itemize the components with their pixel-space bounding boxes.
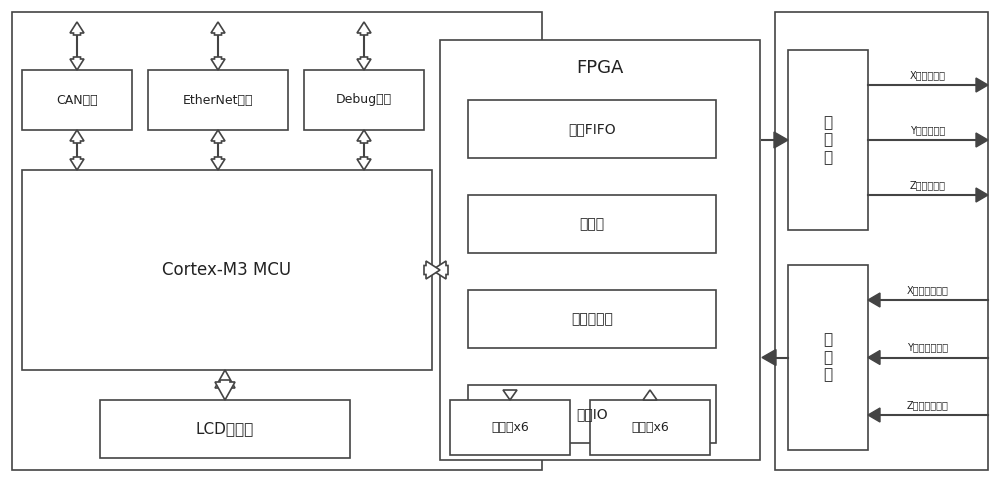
Text: 输出口x6: 输出口x6 <box>491 421 529 434</box>
Text: 编
码
器: 编 码 器 <box>823 333 833 383</box>
Polygon shape <box>357 130 371 143</box>
Polygon shape <box>215 370 235 390</box>
Polygon shape <box>868 408 880 422</box>
Polygon shape <box>211 22 225 35</box>
Bar <box>440 40 760 460</box>
Text: CAN接口: CAN接口 <box>56 94 98 106</box>
Bar <box>304 70 424 130</box>
Text: LCD触摸屏: LCD触摸屏 <box>196 422 254 437</box>
Text: 轴模块: 轴模块 <box>579 217 605 231</box>
Text: EtherNet接口: EtherNet接口 <box>183 94 253 106</box>
Bar <box>468 290 716 348</box>
Bar <box>12 12 542 470</box>
Bar <box>775 12 988 470</box>
Bar <box>22 170 432 370</box>
Text: 输入口x6: 输入口x6 <box>631 421 669 434</box>
Text: X轴编码器接口: X轴编码器接口 <box>907 285 949 295</box>
Bar <box>450 400 570 455</box>
Text: 数字IO: 数字IO <box>576 407 608 421</box>
Polygon shape <box>762 350 776 366</box>
Text: Y轴驱动接口: Y轴驱动接口 <box>910 125 946 135</box>
Text: Z轴驱动接口: Z轴驱动接口 <box>910 180 946 190</box>
Bar <box>788 50 868 230</box>
Polygon shape <box>70 130 84 143</box>
Text: 编码器模块: 编码器模块 <box>571 312 613 326</box>
Polygon shape <box>211 57 225 70</box>
Bar <box>148 70 288 130</box>
Polygon shape <box>357 22 371 35</box>
Text: FPGA: FPGA <box>576 59 624 77</box>
Polygon shape <box>70 22 84 35</box>
Text: X轴驱动接口: X轴驱动接口 <box>910 70 946 80</box>
Polygon shape <box>211 157 225 170</box>
Polygon shape <box>70 157 84 170</box>
Polygon shape <box>503 390 517 400</box>
Bar <box>788 265 868 450</box>
Text: Cortex‑M3 MCU: Cortex‑M3 MCU <box>162 261 292 279</box>
Text: Debug接口: Debug接口 <box>336 94 392 106</box>
Bar <box>468 100 716 158</box>
Polygon shape <box>215 380 235 400</box>
Polygon shape <box>424 261 440 279</box>
Polygon shape <box>643 390 657 400</box>
Polygon shape <box>868 293 880 307</box>
Bar <box>100 400 350 458</box>
Polygon shape <box>432 261 448 279</box>
Polygon shape <box>976 78 988 92</box>
Bar <box>468 385 716 443</box>
Polygon shape <box>357 157 371 170</box>
Bar <box>468 195 716 253</box>
Bar <box>590 400 710 455</box>
Bar <box>22 70 132 130</box>
Polygon shape <box>357 57 371 70</box>
Polygon shape <box>211 130 225 143</box>
Polygon shape <box>976 133 988 147</box>
Polygon shape <box>868 351 880 365</box>
Polygon shape <box>774 132 788 148</box>
Text: Y轴编码器接口: Y轴编码器接口 <box>907 342 949 353</box>
Polygon shape <box>976 188 988 202</box>
Text: 高速FIFO: 高速FIFO <box>568 122 616 136</box>
Polygon shape <box>70 57 84 70</box>
Text: 轴
驱
动: 轴 驱 动 <box>823 115 833 165</box>
Text: Z轴编码器接口: Z轴编码器接口 <box>907 400 949 410</box>
